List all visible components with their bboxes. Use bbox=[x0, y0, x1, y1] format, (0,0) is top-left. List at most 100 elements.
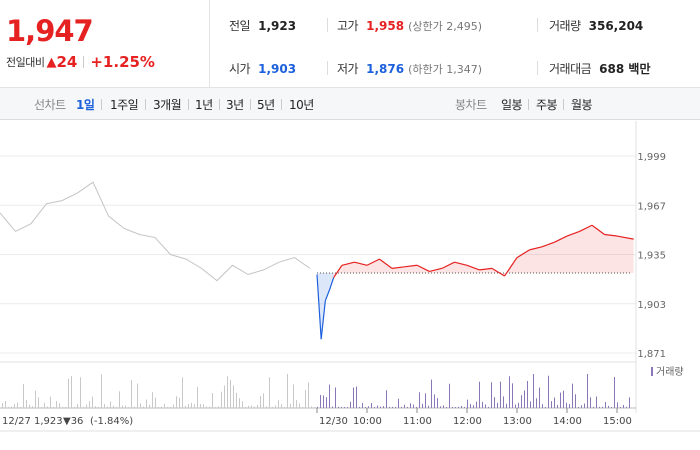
area-segment bbox=[467, 265, 480, 273]
volume-bar bbox=[380, 406, 381, 408]
volume-bar bbox=[461, 406, 462, 408]
volume-bar bbox=[464, 406, 465, 408]
volume-bar bbox=[212, 393, 213, 408]
volume-bar bbox=[407, 406, 408, 408]
price-segment bbox=[391, 266, 405, 269]
volume-bar bbox=[95, 406, 96, 408]
volume-bar bbox=[611, 406, 612, 408]
volume-bar bbox=[29, 404, 30, 408]
volume-bar bbox=[17, 402, 18, 408]
volume-bar bbox=[509, 376, 510, 408]
stat-value: 688 백만 bbox=[599, 62, 651, 76]
period-tab-3m[interactable]: 3개월 bbox=[153, 98, 182, 112]
price-segment bbox=[379, 258, 393, 269]
volume-bar bbox=[428, 405, 429, 408]
prev-day-date: 12/27 bbox=[2, 416, 31, 427]
change-percent: +1.25% bbox=[90, 53, 155, 71]
volume-bar bbox=[116, 406, 117, 408]
chart-areas bbox=[317, 225, 634, 340]
volume-bar bbox=[215, 406, 216, 408]
area-segment bbox=[567, 231, 580, 273]
volume-bar bbox=[173, 404, 174, 408]
volume-bar bbox=[164, 403, 165, 408]
volume-bar bbox=[620, 406, 621, 408]
volume-bar bbox=[497, 402, 498, 408]
x-tick-label: 11:00 bbox=[403, 416, 432, 427]
period-tab-1w[interactable]: 1주일 bbox=[110, 98, 139, 112]
period-tab-1y[interactable]: 1년 bbox=[195, 98, 213, 112]
volume-bar bbox=[563, 390, 564, 408]
volume-bar bbox=[566, 402, 567, 408]
volume-bar bbox=[50, 396, 51, 408]
divider bbox=[219, 99, 220, 110]
volume-bar bbox=[584, 403, 585, 408]
period-tab-10y[interactable]: 10년 bbox=[289, 98, 314, 112]
stat-label: 거래대금 bbox=[549, 62, 592, 76]
volume-bar bbox=[260, 396, 261, 408]
volume-bar bbox=[587, 373, 588, 408]
volume-bar bbox=[77, 404, 78, 408]
volume-bar bbox=[146, 399, 147, 408]
volume-bar bbox=[548, 375, 549, 408]
volume-bar bbox=[299, 403, 300, 408]
volume-bar bbox=[371, 403, 372, 408]
volume-bar bbox=[281, 404, 282, 408]
volume-bar bbox=[92, 396, 93, 408]
volume-bar bbox=[194, 404, 195, 408]
candle-tab-daily[interactable]: 일봉 bbox=[501, 98, 523, 112]
volume-bar bbox=[122, 405, 123, 408]
volume-legend: 거래량 bbox=[651, 366, 684, 378]
volume-bar bbox=[386, 390, 387, 408]
lower-limit: (하한가 1,347) bbox=[408, 62, 482, 76]
volume-bar bbox=[368, 406, 369, 408]
volume-bar bbox=[362, 402, 363, 408]
divider bbox=[145, 99, 146, 110]
period-tab-5y[interactable]: 5년 bbox=[257, 98, 275, 112]
volume-bar bbox=[308, 382, 309, 408]
x-tick-label: 10:00 bbox=[353, 416, 382, 427]
divider bbox=[188, 99, 189, 110]
area-segment bbox=[579, 225, 592, 273]
x-tick-label: 13:00 bbox=[503, 416, 532, 427]
current-price: 1,947 bbox=[6, 14, 94, 48]
price-segment bbox=[441, 261, 455, 269]
volume-bar bbox=[224, 385, 225, 408]
volume-bar bbox=[227, 376, 228, 408]
period-tab-1d[interactable]: 1일 bbox=[76, 98, 95, 112]
volume-bar bbox=[65, 406, 66, 408]
candle-tab-weekly[interactable]: 주봉 bbox=[536, 98, 558, 112]
volume-bar bbox=[272, 407, 273, 408]
volume-bar bbox=[623, 404, 624, 408]
volume-bar bbox=[161, 406, 162, 408]
price-segment bbox=[324, 289, 331, 301]
area-segment bbox=[404, 265, 417, 273]
prev-day-change: ▼36 bbox=[63, 416, 83, 427]
volume-bar bbox=[590, 397, 591, 408]
volume-bar bbox=[416, 406, 417, 408]
price-segment bbox=[579, 224, 593, 232]
volume-bar bbox=[11, 406, 12, 408]
volume-bar bbox=[239, 398, 240, 408]
volume-bar bbox=[5, 401, 6, 408]
chart-grid bbox=[0, 121, 637, 413]
up-triangle-icon: ▲ bbox=[46, 54, 57, 70]
volume-bar bbox=[296, 400, 297, 408]
volume-bar bbox=[551, 401, 552, 408]
y-tick-label: 1,903 bbox=[637, 300, 666, 311]
volume-bar bbox=[521, 395, 522, 408]
volume-bar bbox=[59, 403, 60, 408]
volume-bar bbox=[269, 377, 270, 408]
stat-label: 고가 bbox=[337, 19, 359, 33]
volume-bar bbox=[479, 381, 480, 408]
stat-label: 시가 bbox=[229, 62, 251, 76]
volume-bar bbox=[458, 406, 459, 408]
volume-bar bbox=[329, 384, 330, 408]
volume-bar bbox=[392, 406, 393, 408]
stat-volume: 거래량 356,204 bbox=[549, 17, 643, 34]
volume-bar bbox=[89, 401, 90, 408]
candle-tab-monthly[interactable]: 월봉 bbox=[571, 98, 593, 112]
area-segment bbox=[321, 272, 326, 340]
period-tab-3y[interactable]: 3년 bbox=[226, 98, 244, 112]
volume-bar bbox=[110, 401, 111, 408]
volume-bar bbox=[86, 404, 87, 408]
